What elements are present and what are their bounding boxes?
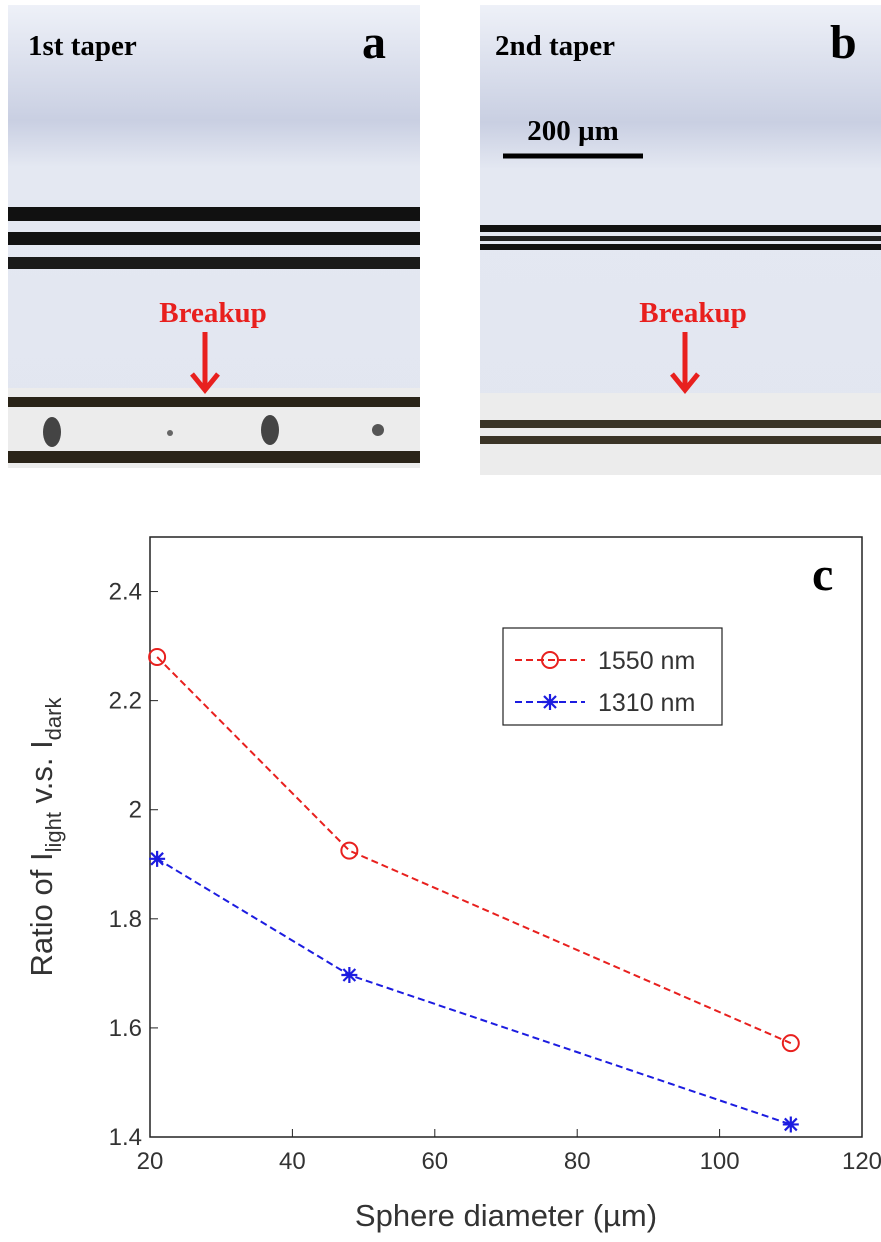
y-axis-label: Ratio of Ilight v.s. Idark bbox=[24, 697, 66, 977]
series-line bbox=[156, 857, 792, 1126]
x-tick-label: 80 bbox=[564, 1148, 591, 1175]
y-label-sub: light bbox=[41, 812, 66, 852]
marker bbox=[541, 651, 559, 669]
y-tick-label: 2 bbox=[129, 797, 142, 824]
series-line bbox=[156, 656, 792, 1045]
panel-label: a bbox=[362, 16, 386, 69]
marker bbox=[542, 694, 558, 710]
panel-caption: 2nd taper bbox=[495, 30, 615, 62]
marker bbox=[781, 1034, 800, 1053]
y-tick-label: 1.4 bbox=[109, 1124, 142, 1151]
y-tick-label: 1.6 bbox=[109, 1015, 142, 1042]
y-label-sub: dark bbox=[41, 697, 66, 741]
annotation: Breakup bbox=[159, 297, 266, 329]
scale-bar-label: 200 µm bbox=[527, 115, 619, 147]
y-label-part: v.s. I bbox=[24, 740, 59, 812]
y-tick-label: 1.8 bbox=[109, 906, 142, 933]
legend-label: 1310 nm bbox=[598, 689, 695, 717]
annotation: Breakup bbox=[639, 297, 746, 329]
x-tick-label: 100 bbox=[700, 1148, 740, 1175]
photo-b bbox=[480, 5, 881, 475]
x-tick-label: 20 bbox=[137, 1148, 164, 1175]
panel-label: c bbox=[812, 548, 833, 601]
x-tick-label: 120 bbox=[842, 1148, 881, 1175]
panel-label: b bbox=[830, 16, 857, 69]
y-tick-label: 2.2 bbox=[109, 688, 142, 715]
legend-label: 1550 nm bbox=[598, 647, 695, 675]
marker bbox=[148, 648, 167, 666]
y-label-part: Ratio of I bbox=[24, 852, 59, 976]
marker bbox=[340, 841, 359, 860]
x-axis-label: Sphere diameter (µm) bbox=[355, 1198, 657, 1233]
breakup-arrows bbox=[190, 332, 700, 394]
photo-a bbox=[8, 5, 420, 468]
marker bbox=[782, 1116, 799, 1133]
legend-box bbox=[502, 627, 723, 726]
plot-frame bbox=[149, 536, 863, 1138]
panel-caption: 1st taper bbox=[28, 30, 137, 62]
marker bbox=[341, 967, 358, 983]
x-tick-label: 40 bbox=[279, 1148, 306, 1175]
x-tick-label: 60 bbox=[421, 1148, 448, 1175]
marker bbox=[149, 850, 166, 867]
y-tick-label: 2.4 bbox=[109, 579, 142, 606]
